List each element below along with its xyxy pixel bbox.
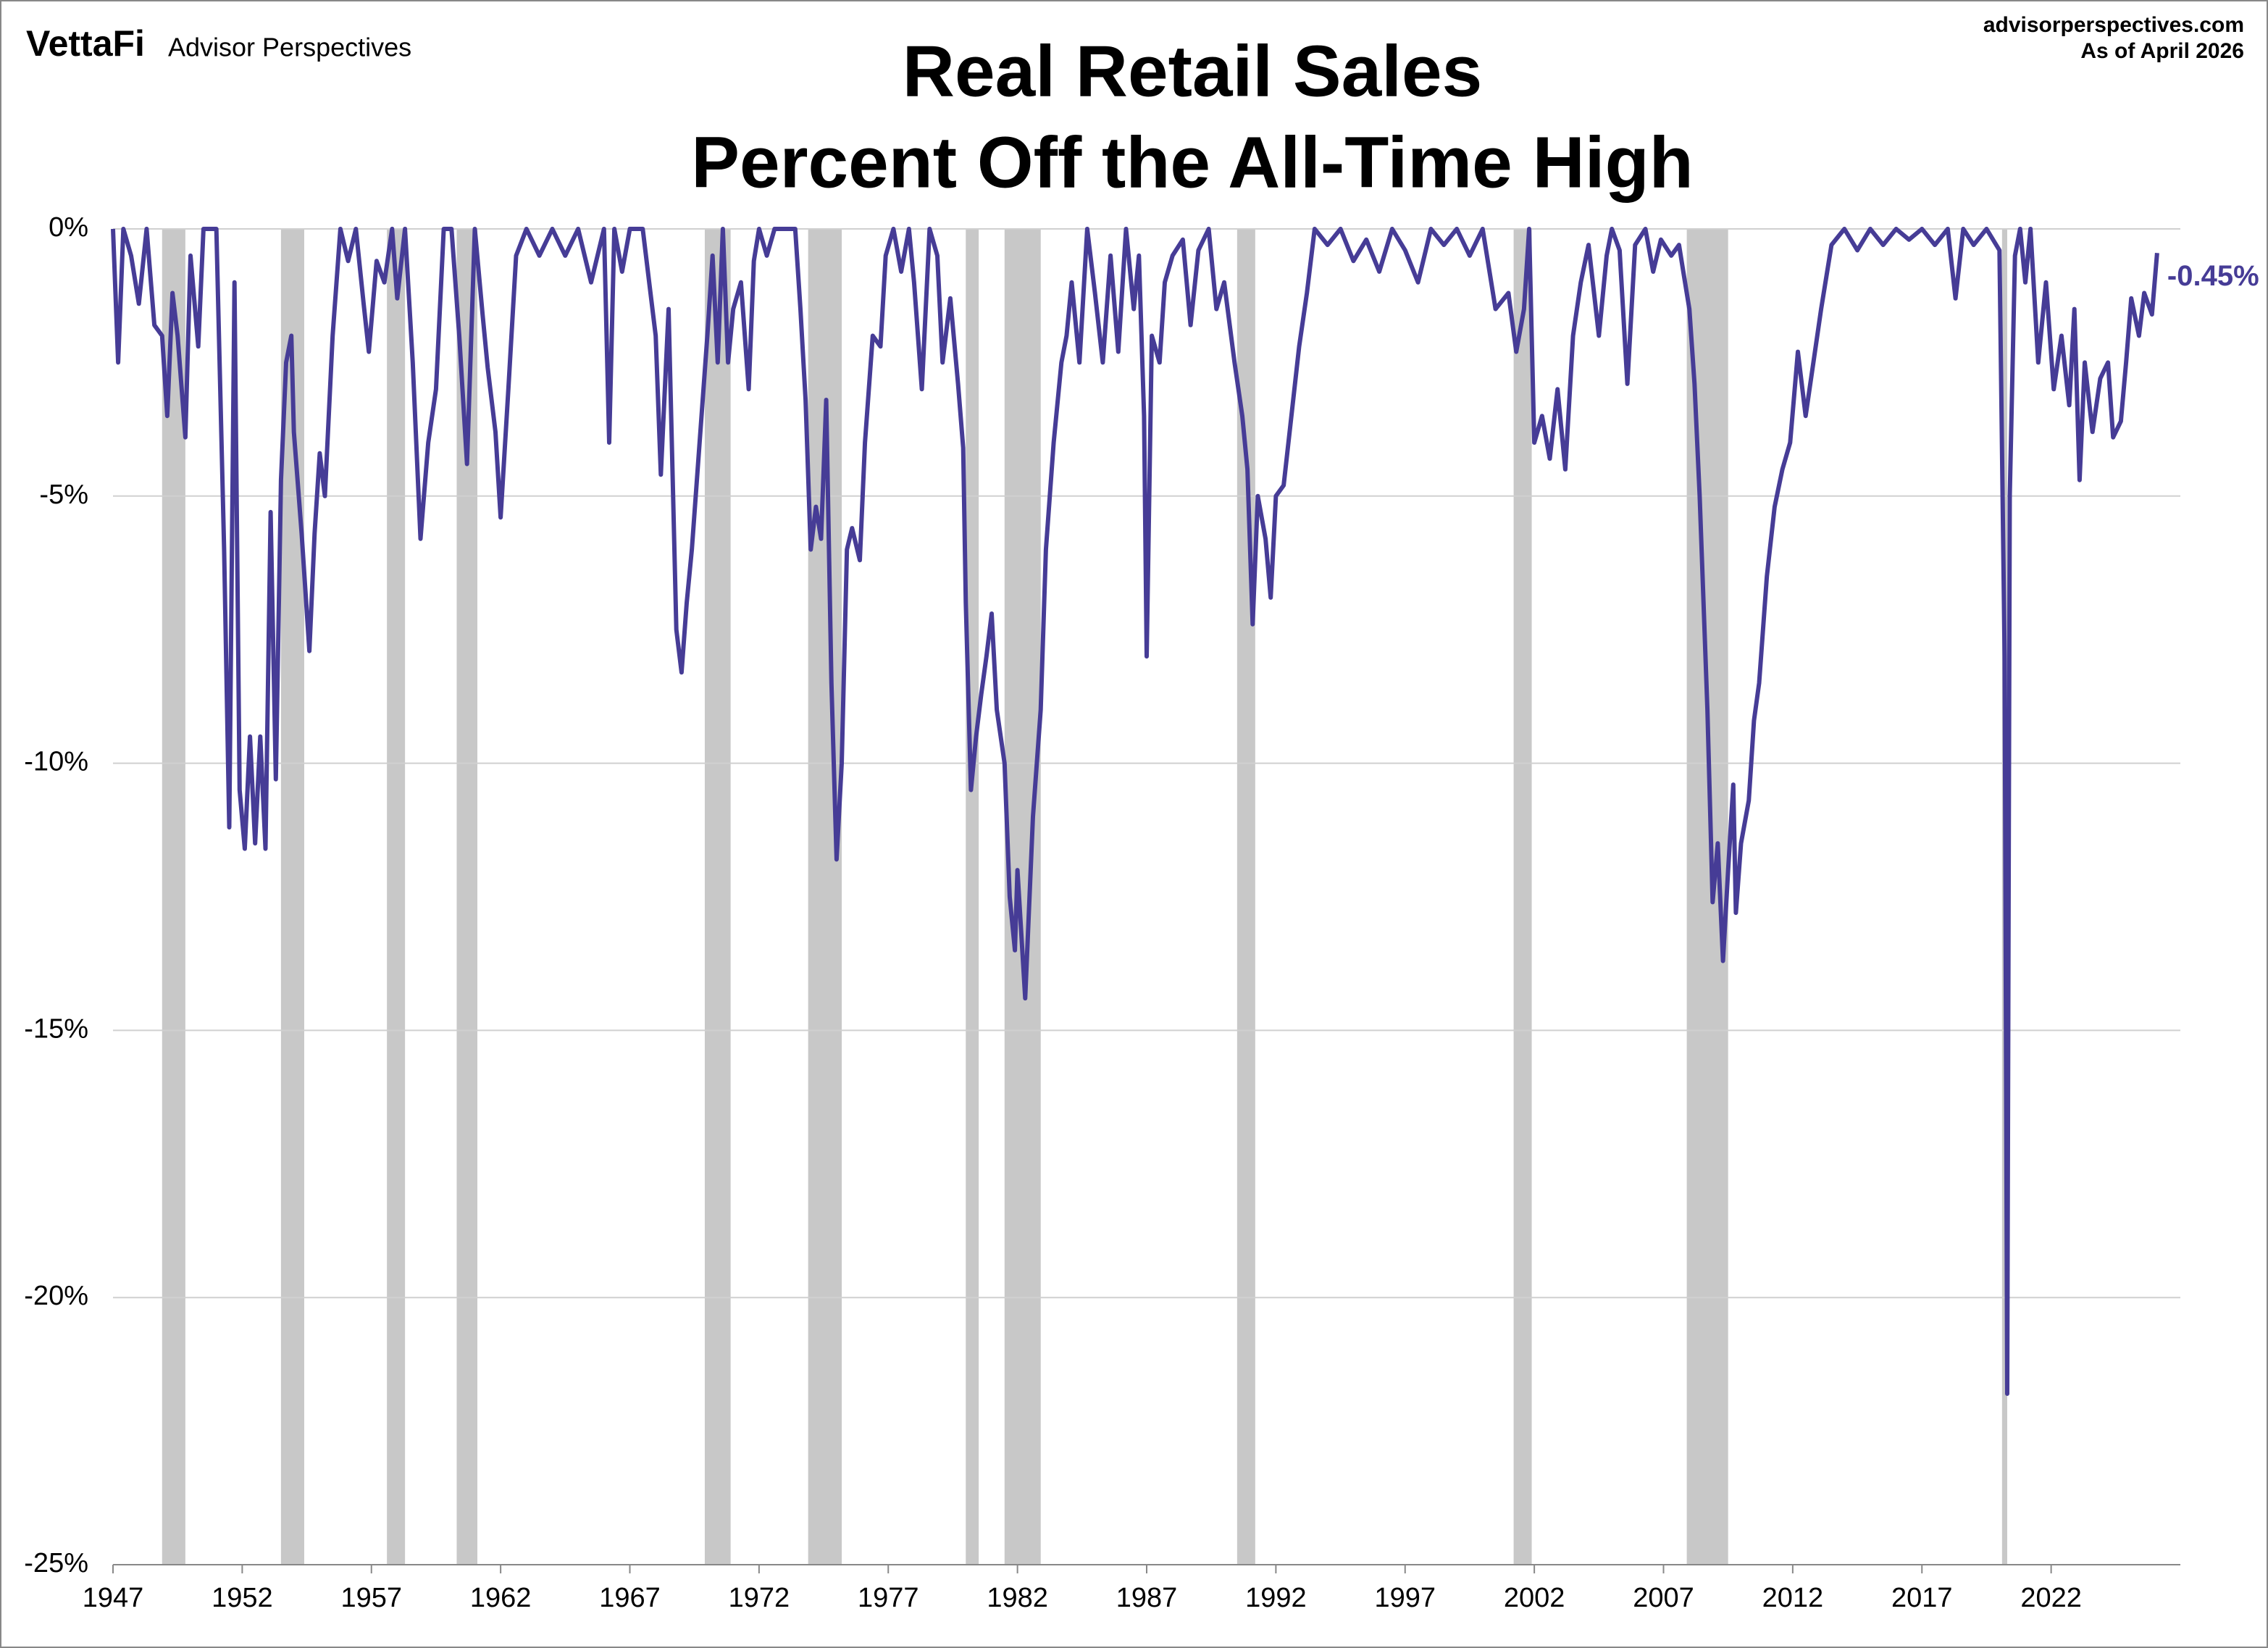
x-tick-label: 1947 — [83, 1583, 144, 1613]
recession-band — [966, 229, 979, 1565]
x-tick-label: 2002 — [1504, 1583, 1565, 1613]
y-tick-label: -5% — [39, 480, 88, 510]
y-tick-label: -20% — [24, 1281, 88, 1311]
x-tick-label: 1962 — [470, 1583, 532, 1613]
as-of: As of April 2026 — [2080, 39, 2244, 63]
recession-band — [1236, 229, 1255, 1565]
x-tick-label: 2012 — [1762, 1583, 1824, 1613]
y-tick-label: -15% — [24, 1013, 88, 1044]
y-tick-label: 0% — [49, 212, 88, 243]
logo: VettaFi — [26, 23, 145, 64]
recession-band — [162, 229, 185, 1565]
x-tick-label: 2022 — [2020, 1583, 2082, 1613]
x-tick-label: 1952 — [212, 1583, 273, 1613]
x-tick-label: 1992 — [1245, 1583, 1307, 1613]
x-tick-label: 1972 — [729, 1583, 790, 1613]
recession-band — [387, 229, 406, 1565]
recession-band — [280, 229, 304, 1565]
x-tick-label: 2017 — [1891, 1583, 1953, 1613]
y-tick-label: -10% — [24, 747, 88, 777]
x-tick-label: 1982 — [987, 1583, 1048, 1613]
plot-area: 0% -5% -10% -15% -20% -25% 1947 1952 1957 1962 196… — [24, 212, 2259, 1613]
chart-title: Real Retail Sales — [903, 30, 1482, 112]
brand: Advisor Perspectives — [168, 33, 411, 62]
y-tick-label: -25% — [24, 1548, 88, 1578]
x-tick-label: 1977 — [858, 1583, 919, 1613]
x-tick-label: 2007 — [1633, 1583, 1694, 1613]
x-tick-label: 1987 — [1116, 1583, 1178, 1613]
x-tick-label: 1967 — [599, 1583, 661, 1613]
end-label: -0.45% — [2167, 260, 2259, 292]
site: advisorperspectives.com — [1983, 13, 2244, 37]
x-tick-label: 1997 — [1374, 1583, 1436, 1613]
series-line — [111, 227, 2159, 1396]
chart-subtitle: Percent Off the All-Time High — [691, 122, 1694, 203]
x-tick-label: 1957 — [340, 1583, 402, 1613]
recession-band — [1513, 229, 1532, 1565]
recession-band — [704, 229, 731, 1565]
